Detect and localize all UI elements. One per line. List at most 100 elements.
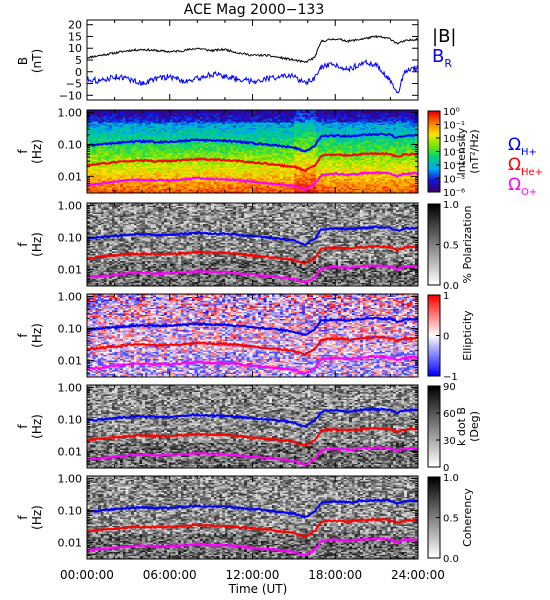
gyro-line-o <box>87 536 418 557</box>
gyro-line-h <box>87 316 418 336</box>
freq-ytick-label: 0.10 <box>58 322 83 335</box>
b-ytick-label: −10 <box>59 89 82 102</box>
b-ytick-label: 20 <box>68 19 82 32</box>
colorbar-tick-label: 10⁻¹ <box>443 121 465 132</box>
spectrogram-panels: 1.000.100.01f (Hz)10⁰10⁻¹10⁻²10⁻³10⁻⁴10⁻⁵… <box>16 107 543 565</box>
polarization-colorbar <box>428 204 440 285</box>
x-tick-label: 18:00:00 <box>308 568 362 582</box>
b-ytick-label: −5 <box>66 78 82 91</box>
freq-ytick-label: 1.00 <box>58 382 83 395</box>
gyro-line-h <box>87 498 418 519</box>
coherency-ylabel-units: (Hz) <box>30 505 44 530</box>
colorbar-tick-label: 1 <box>443 291 449 302</box>
legend-br: BR <box>432 46 452 70</box>
colorbar-tick-label: 0 <box>443 332 449 343</box>
freq-ytick-label: 1.00 <box>58 291 83 304</box>
b-ytick-label: 0 <box>75 66 82 79</box>
series-br-line <box>87 58 418 94</box>
kdotb-colorbar <box>428 386 440 467</box>
colorbar-tick-label: 0.5 <box>443 514 459 525</box>
gyro-line-he <box>87 426 418 447</box>
colorbar-tick-label: 10⁻² <box>443 134 465 145</box>
colorbar-tick-label: 0.0 <box>443 554 459 565</box>
b-ytick-label: 5 <box>75 54 82 67</box>
freq-ytick-label: 0.01 <box>58 354 83 367</box>
colorbar-tick-label: 0.5 <box>443 241 459 252</box>
gyro-line-o <box>87 354 418 375</box>
panel-polarization: 1.00 0.10 0.01 f (Hz) 1.0 0.5 0.0% Polarization <box>16 200 474 292</box>
freq-ytick-label: 0.01 <box>58 536 83 549</box>
b-ylabel-units: (nT) <box>30 49 44 73</box>
panel-kdotb: 1.00 0.10 0.01 f (Hz) 90 60 30 0 k dot B (Deg) <box>16 382 481 474</box>
time-axis: 00:00:00 06:00:00 12:00:00 18:00:00 24:00:00 <box>60 20 445 582</box>
freq-ytick-label: 0.10 <box>58 504 83 517</box>
ellipticity-ylabel: f <box>16 333 30 338</box>
gyro-line-he <box>87 244 418 265</box>
x-tick-label: 06:00:00 <box>143 568 197 582</box>
gyro-line-he <box>87 517 418 538</box>
coherency-spectrogram <box>87 476 418 559</box>
intensity-ylabel-units: (Hz) <box>30 139 44 164</box>
coherency-colorbar <box>428 477 440 558</box>
freq-ytick-label: 1.00 <box>58 200 83 213</box>
gyro-line-h <box>87 225 418 246</box>
kdotb-ylabel-units: (Hz) <box>30 414 44 439</box>
freq-ytick-label: 1.00 <box>58 473 83 486</box>
ellipticity-ylabel-units: (Hz) <box>30 323 44 348</box>
x-tick-label: 12:00:00 <box>226 568 280 582</box>
polarization-ylabel-units: (Hz) <box>30 232 44 257</box>
kdotb-colorbar-units: (Deg) <box>468 411 481 442</box>
coherency-ylabel: f <box>16 515 30 520</box>
colorbar-tick-label: 0.0 <box>443 281 459 292</box>
colorbar-tick-label: 1.0 <box>443 200 459 211</box>
kdotb-ylabel: f <box>16 424 30 429</box>
colorbar-tick-label: 10⁻⁴ <box>443 161 465 172</box>
coherency-colorbar-title: Coherency <box>461 488 474 547</box>
gyro-line-he <box>87 151 418 173</box>
freq-ytick-label: 0.10 <box>58 138 83 151</box>
intensity-ylabel: f <box>16 149 30 154</box>
colorbar-tick-label: 0 <box>443 463 449 474</box>
ellipticity-spectrogram <box>87 294 418 377</box>
b-ytick-label: 10 <box>68 42 82 55</box>
figure-title: ACE Mag 2000−133 <box>184 2 324 18</box>
freq-ytick-label: 0.01 <box>58 263 83 276</box>
colorbar-tick-label: 10⁻⁵ <box>443 175 465 186</box>
colorbar-tick-label: −1 <box>443 372 458 383</box>
freq-ytick-label: 0.10 <box>58 231 83 244</box>
series-bmag-line <box>87 35 418 64</box>
x-tick-label: 24:00:00 <box>391 568 445 582</box>
legend-bmag: |B| <box>432 26 456 47</box>
polarization-ylabel: f <box>16 242 30 247</box>
gyro-line-o <box>87 170 418 192</box>
intensity-colorbar <box>428 111 440 192</box>
freq-ytick-label: 0.01 <box>58 445 83 458</box>
legend-gyro-o: ΩO+ <box>508 175 537 198</box>
b-ylabel: B <box>16 57 30 65</box>
kdotb-colorbar-title: k dot B <box>455 407 468 446</box>
colorbar-tick-label: 90 <box>443 382 456 393</box>
colorbar-tick-label: 60 <box>443 409 456 420</box>
intensity-colorbar-title: Intensity <box>455 127 468 175</box>
intensity-colorbar-units: (nT²/Hz) <box>468 129 481 173</box>
b-ytick-label: 15 <box>68 30 82 43</box>
intensity-spectrogram <box>87 110 418 193</box>
freq-ytick-label: 0.01 <box>58 170 83 183</box>
gyro-line-h <box>87 407 418 428</box>
ellipticity-colorbar <box>428 295 440 376</box>
colorbar-tick-label: 10⁻⁶ <box>443 188 465 199</box>
freq-ytick-label: 0.10 <box>58 413 83 426</box>
ellipticity-colorbar-title: Ellipticity <box>461 310 474 361</box>
b-panel-frame <box>86 19 419 101</box>
colorbar-tick-label: 10⁻³ <box>443 148 465 159</box>
gyro-line-he <box>87 335 418 357</box>
x-tick-label: 00:00:00 <box>60 568 114 582</box>
colorbar-tick-label: 10⁰ <box>443 107 460 118</box>
gyro-line-o <box>87 264 418 285</box>
freq-ytick-label: 1.00 <box>58 107 83 120</box>
gyro-line-o <box>87 445 418 467</box>
